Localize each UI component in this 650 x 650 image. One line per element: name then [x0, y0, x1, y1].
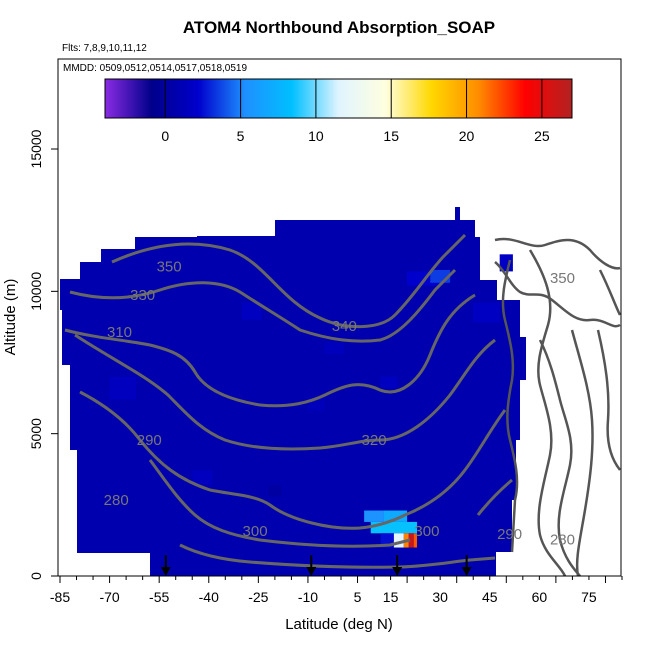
heatmap-cell — [380, 376, 398, 389]
flight-arrow-head — [461, 567, 472, 576]
x-tick-label: -85 — [50, 589, 70, 605]
colorbar-tick-label: 5 — [237, 128, 245, 144]
heatmap-cell — [364, 510, 384, 522]
heatmap-cell — [393, 533, 404, 548]
flights-note: Flts: 7,8,9,10,11,12 — [62, 43, 147, 54]
heatmap-cell — [192, 470, 213, 485]
colorbar-tick-label: 25 — [534, 128, 550, 144]
contour-line — [501, 259, 519, 553]
chart-title: ATOM4 Northbound Absorption_SOAP — [183, 18, 495, 37]
contour-line — [111, 233, 467, 329]
heatmap-cell — [473, 302, 500, 323]
x-axis: -85 -70 -55 -40 -25 -10 5 15 30 45 60 75 — [50, 576, 623, 605]
contour-label: 290 — [497, 526, 522, 543]
heatmap-cell — [408, 533, 414, 548]
heatmap-cell — [268, 484, 282, 497]
y-axis-label: Altitude (m) — [2, 279, 19, 356]
y-tick-label: 10000 — [28, 272, 44, 311]
contour-label: 280 — [104, 492, 129, 509]
contour-line — [64, 293, 476, 408]
colorbar-gradient-bar — [104, 78, 573, 119]
y-axis: 0 5000 10000 15000 — [28, 129, 58, 580]
heatmap-cell — [109, 376, 137, 400]
contour-line — [148, 459, 411, 548]
contour-line — [476, 478, 513, 516]
x-tick-label: 60 — [532, 589, 548, 605]
contour-line — [494, 237, 621, 270]
x-tick-label: -40 — [199, 589, 219, 605]
y-tick-label: 15000 — [28, 129, 44, 168]
flight-arrow-head — [392, 567, 403, 576]
contour-line — [570, 329, 594, 577]
contour-line — [598, 269, 622, 316]
heatmap-cell — [383, 510, 408, 522]
x-tick-label: 30 — [432, 589, 448, 605]
x-tick-label: -10 — [298, 589, 318, 605]
contour-line — [538, 339, 581, 577]
contour-label: 330 — [130, 287, 155, 304]
dates-note: MMDD: 0509,0512,0514,0517,0518,0519 — [63, 63, 247, 74]
x-axis-label: Latitude (deg N) — [285, 616, 393, 633]
contour-line — [494, 261, 621, 328]
x-tick-label: -55 — [149, 589, 169, 605]
x-tick-label: 15 — [383, 589, 399, 605]
contour-label: 350 — [550, 270, 575, 287]
heatmap-cell — [413, 533, 418, 548]
contour-line — [528, 249, 567, 577]
contour-label: 340 — [332, 318, 357, 335]
flight-arrows — [160, 555, 472, 576]
colorbar: 0 5 10 15 20 25 — [104, 78, 573, 144]
x-tick-label: 45 — [482, 589, 498, 605]
contour-line — [79, 390, 507, 530]
heatmap-cell — [241, 302, 262, 320]
heatmap-cell — [499, 254, 513, 272]
y-tick-label: 5000 — [28, 418, 44, 449]
contour-label: 280 — [550, 532, 575, 549]
contour-line — [74, 333, 496, 451]
flight-arrow-head — [160, 567, 171, 576]
contour-layer — [64, 233, 622, 577]
heatmap-cell — [324, 342, 345, 354]
plot-frame — [57, 58, 622, 577]
contour-label: 310 — [107, 324, 132, 341]
contour-label: 290 — [137, 432, 162, 449]
flight-arrow-head — [306, 567, 317, 576]
contour-line — [69, 268, 457, 343]
heatmap-cell — [370, 521, 418, 534]
colorbar-tick-label: 10 — [308, 128, 324, 144]
x-tick-label: 5 — [354, 589, 362, 605]
y-tick-label: 0 — [28, 572, 44, 580]
x-tick-label: -25 — [248, 589, 268, 605]
contour-label: 300 — [414, 523, 439, 540]
contour-line — [596, 329, 621, 471]
colorbar-tick-label: 0 — [161, 128, 169, 144]
colorbar-tick-label: 20 — [459, 128, 475, 144]
colorbar-tick-label: 15 — [383, 128, 399, 144]
x-tick-label: -70 — [99, 589, 119, 605]
contour-label: 320 — [362, 432, 387, 449]
x-tick-label: 75 — [581, 589, 597, 605]
contour-line — [179, 543, 496, 569]
contour-label: 350 — [157, 258, 182, 275]
contour-label: 300 — [243, 523, 268, 540]
heatmap-layer — [60, 207, 526, 576]
